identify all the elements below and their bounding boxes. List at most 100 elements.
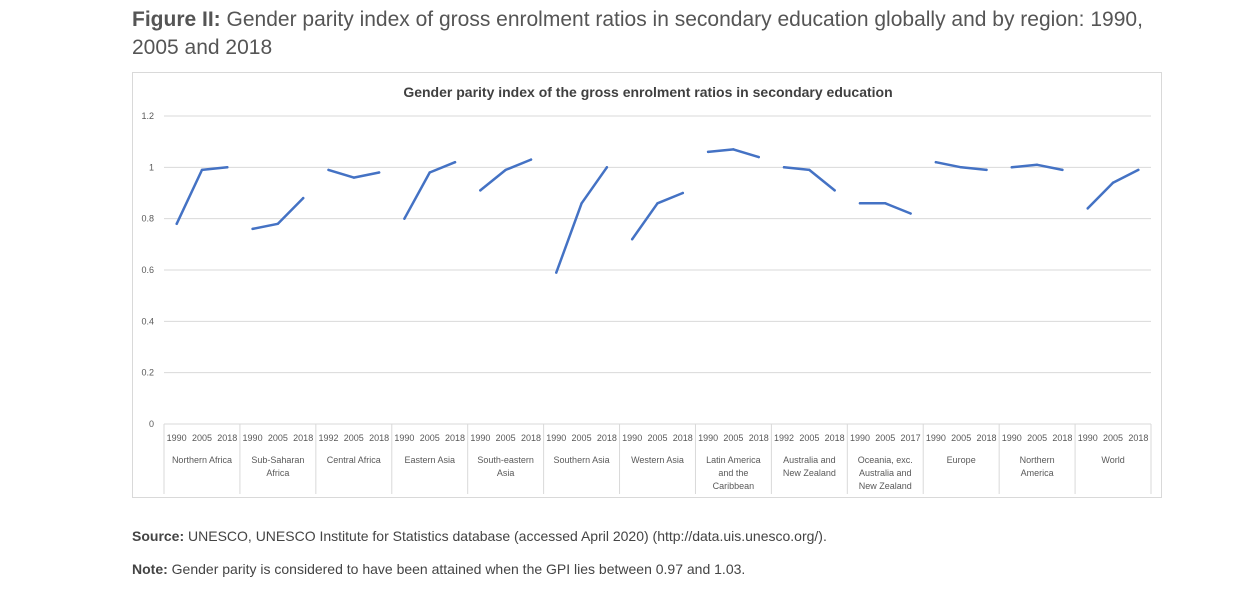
series-line-10	[934, 160, 988, 172]
data-point	[377, 171, 381, 174]
source-label: Source:	[132, 528, 185, 544]
data-point	[504, 168, 507, 172]
series-line-4	[479, 158, 533, 192]
data-point	[529, 158, 533, 161]
x-tick-label-year: 1990	[470, 433, 490, 443]
x-tick-label-year: 2018	[445, 433, 465, 443]
data-point	[453, 161, 457, 164]
x-group-label: Sub-Saharan	[251, 455, 304, 465]
y-tick-label: 0.8	[141, 214, 154, 224]
x-tick-label-year: 2005	[875, 433, 895, 443]
x-group-label: Europe	[947, 455, 976, 465]
x-group-label: Caribbean	[713, 481, 755, 491]
data-point	[1137, 168, 1140, 172]
x-tick-label-year: 2005	[192, 433, 212, 443]
x-tick-label-year: 2017	[901, 433, 921, 443]
data-point	[757, 155, 760, 159]
data-point	[959, 166, 963, 169]
series-line-3	[403, 160, 457, 220]
x-tick-label-year: 2005	[572, 433, 592, 443]
x-tick-label-year: 2018	[825, 433, 845, 443]
data-point	[580, 202, 583, 205]
series-line-5	[555, 166, 609, 274]
x-tick-label-year: 2005	[268, 433, 288, 443]
data-point	[884, 202, 887, 205]
note: Note: Gender parity is considered to hav…	[132, 561, 745, 577]
y-tick-label: 0	[149, 419, 154, 429]
data-point	[1111, 181, 1115, 184]
data-point	[327, 168, 330, 172]
series-line-12	[1086, 168, 1140, 210]
x-tick-label-year: 2005	[1027, 433, 1047, 443]
data-point	[833, 189, 836, 192]
x-tick-label-year: 2018	[749, 433, 769, 443]
x-tick-label-year: 1990	[243, 433, 263, 443]
x-tick-label-year: 1990	[698, 433, 718, 443]
x-tick-label-year: 2005	[951, 433, 971, 443]
x-tick-label-year: 2005	[496, 433, 516, 443]
x-tick-label-year: 2005	[723, 433, 743, 443]
x-tick-label-year: 1990	[1002, 433, 1022, 443]
data-point	[681, 191, 685, 195]
y-tick-label: 1	[149, 162, 154, 172]
x-tick-label-year: 2005	[799, 433, 819, 443]
data-point	[276, 222, 280, 225]
data-point	[1086, 207, 1089, 210]
x-tick-label-year: 2018	[673, 433, 693, 443]
series-line-9	[858, 202, 912, 215]
x-tick-label-year: 1990	[546, 433, 566, 443]
x-tick-label-year: 2018	[1128, 433, 1148, 443]
x-tick-label-year: 2018	[521, 433, 541, 443]
x-tick-label-year: 2005	[420, 433, 440, 443]
x-group-label: Africa	[266, 468, 289, 478]
x-group-label: World	[1101, 455, 1124, 465]
chart-title: Gender parity index of the gross enrolme…	[403, 84, 892, 100]
data-point	[858, 202, 862, 205]
y-tick-label: 1.2	[141, 111, 154, 121]
data-point	[226, 166, 229, 169]
data-point	[782, 166, 786, 169]
source-note: Source: UNESCO, UNESCO Institute for Sta…	[132, 528, 827, 544]
x-group-label: Eastern Asia	[404, 455, 455, 465]
source-text: UNESCO, UNESCO Institute for Statistics …	[188, 528, 827, 544]
line-chart: Gender parity index of the gross enrolme…	[141, 84, 1152, 494]
x-tick-label-year: 1992	[774, 433, 794, 443]
data-point	[200, 168, 204, 172]
data-point	[251, 227, 254, 231]
data-point	[352, 176, 356, 179]
x-tick-label-year: 2018	[369, 433, 389, 443]
x-group-label: Asia	[497, 468, 515, 478]
x-tick-label-year: 2005	[1103, 433, 1123, 443]
x-tick-label-year: 2018	[597, 433, 617, 443]
data-point	[301, 196, 305, 200]
data-point	[985, 168, 988, 172]
data-point	[1010, 166, 1014, 169]
figure-title: Figure II: Gender parity index of gross …	[132, 6, 1192, 62]
data-point	[706, 150, 710, 154]
x-tick-label-year: 2018	[293, 433, 313, 443]
x-group-label: New Zealand	[783, 468, 836, 478]
x-tick-label-year: 2005	[647, 433, 667, 443]
x-group-label: Western Asia	[631, 455, 684, 465]
data-point	[428, 171, 431, 174]
note-text: Gender parity is considered to have been…	[171, 561, 746, 577]
data-point	[175, 222, 178, 225]
data-point	[479, 189, 482, 192]
data-point	[934, 161, 938, 164]
x-group-label: Central Africa	[327, 455, 381, 465]
x-group-label: Australia and	[783, 455, 836, 465]
x-group-label: Australia and	[859, 468, 912, 478]
data-point	[909, 212, 912, 215]
data-point	[1061, 168, 1064, 172]
x-group-label: Northern Africa	[172, 455, 232, 465]
data-point	[656, 202, 659, 205]
x-group-label: South-eastern	[477, 455, 534, 465]
figure-title-text: Gender parity index of gross enrolment r…	[132, 8, 1143, 59]
x-tick-label-year: 1990	[622, 433, 642, 443]
x-group-label: Southern Asia	[554, 455, 610, 465]
x-tick-label-year: 1992	[318, 433, 338, 443]
x-group-label: New Zealand	[859, 481, 912, 491]
x-tick-label-year: 2018	[1052, 433, 1072, 443]
y-tick-label: 0.2	[141, 368, 154, 378]
x-tick-label-year: 1990	[394, 433, 414, 443]
